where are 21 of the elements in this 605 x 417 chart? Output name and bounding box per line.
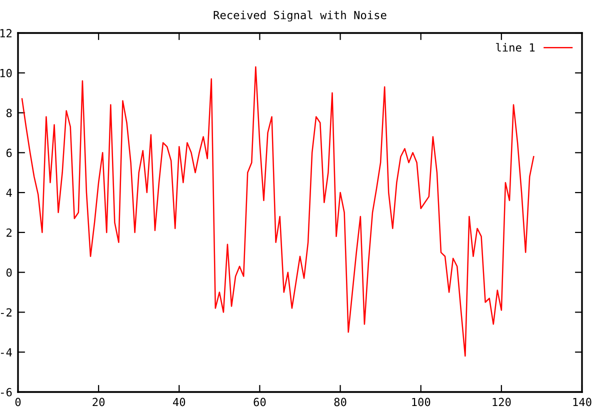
y-tick-label: -6	[1, 388, 12, 396]
x-tick-label: 100	[412, 398, 430, 406]
y-tick-label: 8	[6, 108, 12, 118]
line-series	[21, 66, 534, 357]
y-tick-label: 6	[6, 148, 12, 158]
x-tick-label: 140	[573, 398, 592, 406]
legend-label: line 1	[496, 43, 535, 52]
x-tick-label: 120	[492, 398, 511, 406]
chart-title: Received Signal with Noise	[214, 10, 386, 22]
y-tick-label: 12	[0, 29, 12, 38]
y-tick-label: -2	[1, 308, 12, 316]
y-tick-label: 10	[0, 68, 12, 78]
y-tick-label: 0	[6, 268, 12, 277]
y-tick-label: 4	[6, 188, 12, 197]
y-tick-label: 2	[6, 228, 12, 237]
x-tick-label: 40	[173, 398, 186, 406]
x-tick-label: 60	[254, 398, 266, 406]
y-tick-label: -4	[1, 348, 12, 356]
x-tick-label: 0	[15, 398, 21, 406]
x-tick-label: 80	[334, 398, 346, 406]
x-tick-label: 20	[92, 398, 105, 406]
